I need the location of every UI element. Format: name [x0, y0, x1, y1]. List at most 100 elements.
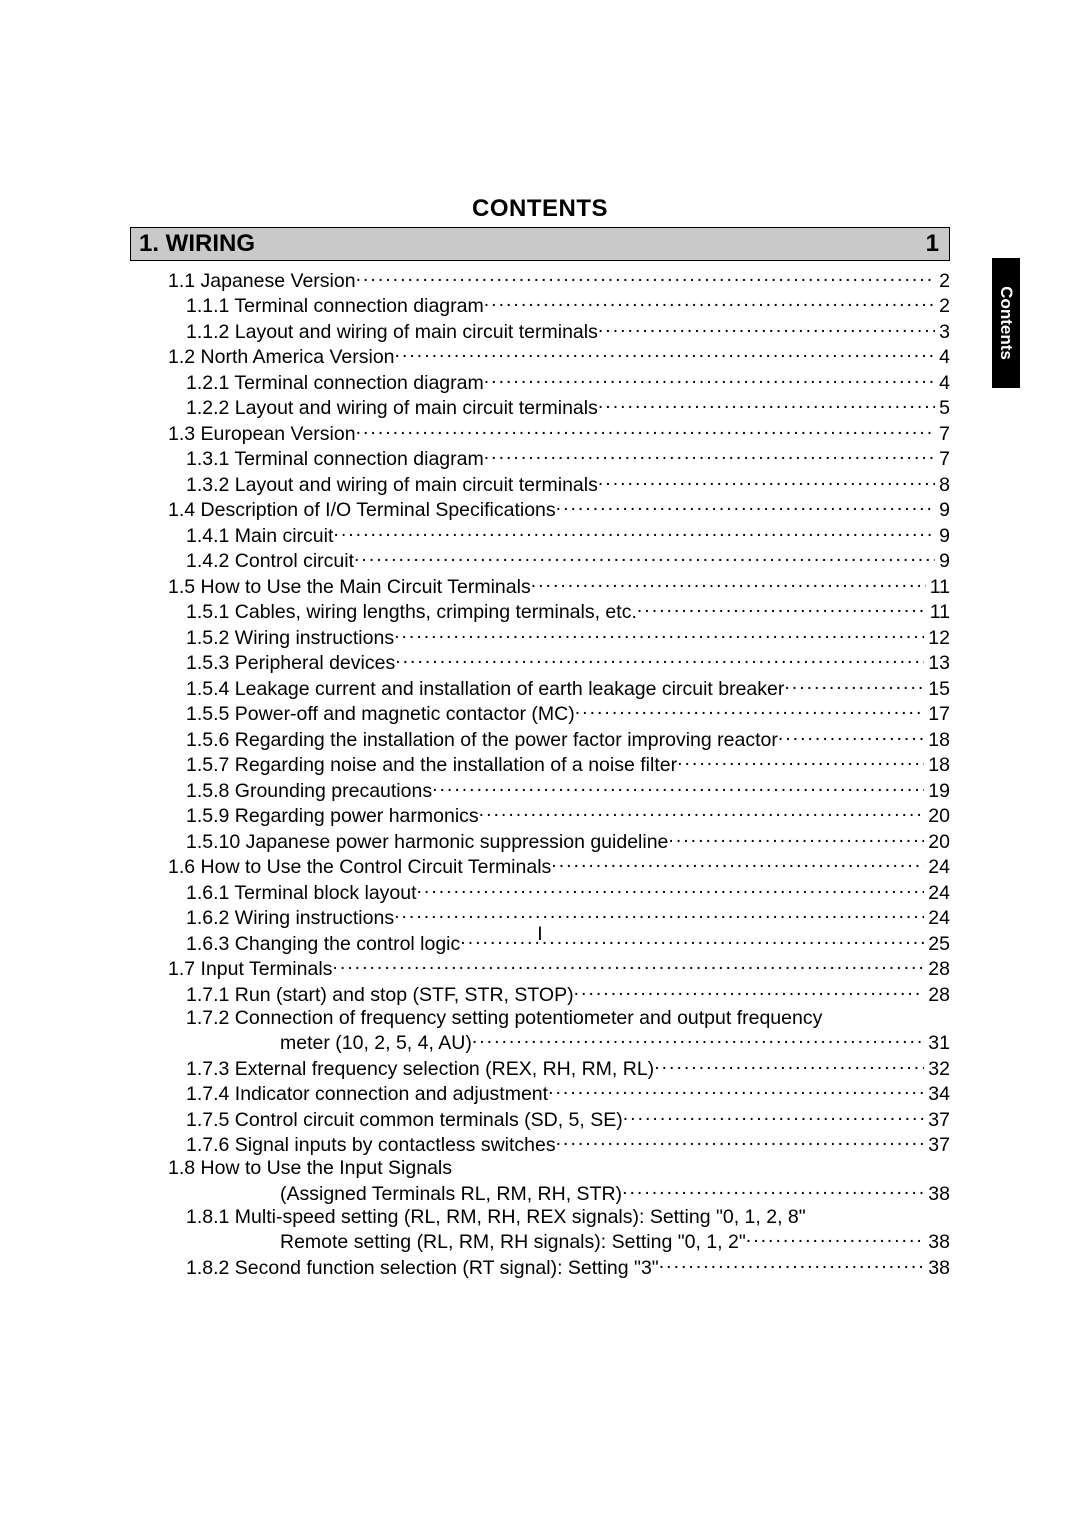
toc-leader	[333, 522, 935, 542]
toc-leader	[394, 624, 924, 644]
toc-entry: 1.1.1 Terminal connection diagram 2	[130, 293, 950, 319]
toc-page: 19	[924, 780, 950, 803]
toc-label: 1.5.9 Regarding power harmonics	[186, 805, 479, 828]
toc-entry: 1.7.1 Run (start) and stop (STF, STR, ST…	[130, 981, 950, 1007]
toc-label: 1.3.1 Terminal connection diagram	[186, 448, 484, 471]
toc-label: 1.3.2 Layout and wiring of main circuit …	[186, 474, 598, 497]
contents-heading: CONTENTS	[0, 195, 1080, 223]
toc-label: 1.6.1 Terminal block layout	[186, 882, 417, 905]
toc-entry: 1.7.3 External frequency selection (REX,…	[130, 1055, 950, 1081]
toc-entry: 1.7 Input Terminals 28	[130, 956, 950, 982]
section-header-box: 1. WIRING 1	[130, 227, 950, 261]
page: CONTENTS 1. WIRING 1 1.1 Japanese Versio…	[0, 0, 1080, 1280]
toc-label: 1.5.8 Grounding precautions	[186, 780, 432, 803]
toc-leader	[668, 828, 924, 848]
toc-label: 1.5.7 Regarding noise and the installati…	[186, 754, 677, 777]
toc-entry: 1.5 How to Use the Main Circuit Terminal…	[130, 573, 950, 599]
toc-page: 4	[935, 372, 950, 395]
toc-leader	[484, 369, 935, 389]
toc-leader	[531, 573, 926, 593]
toc-page: 28	[924, 958, 950, 981]
toc-label: 1.7.5 Control circuit common terminals (…	[186, 1109, 623, 1132]
toc-leader	[484, 293, 935, 313]
toc-leader	[551, 854, 924, 874]
toc-page: 12	[924, 627, 950, 650]
toc-label: 1.6 How to Use the Control Circuit Termi…	[168, 856, 551, 879]
page-number: I	[0, 923, 1080, 946]
toc-label: 1.2.1 Terminal connection diagram	[186, 372, 484, 395]
toc-leader	[354, 548, 935, 568]
toc-label: 1.1.1 Terminal connection diagram	[186, 295, 484, 318]
toc-page: 13	[924, 652, 950, 675]
toc-page: 11	[926, 601, 950, 624]
toc-leader	[637, 599, 926, 619]
toc-page: 32	[924, 1058, 950, 1081]
toc-entry: 1.5.8 Grounding precautions 19	[130, 777, 950, 803]
toc-label: 1.5.3 Peripheral devices	[186, 652, 395, 675]
toc-page: 15	[924, 678, 950, 701]
toc-leader	[394, 905, 924, 925]
toc-leader	[417, 879, 925, 899]
toc-page: 24	[924, 856, 950, 879]
toc-leader	[575, 701, 925, 721]
toc-page: 5	[935, 397, 950, 420]
toc-page: 9	[935, 499, 950, 522]
toc-entry: 1.3 European Version7	[130, 420, 950, 446]
toc-page: 8	[935, 474, 950, 497]
toc-label: 1.7.1 Run (start) and stop (STF, STR, ST…	[186, 984, 574, 1007]
toc-leader	[778, 726, 924, 746]
toc-leader	[623, 1106, 925, 1126]
toc-page: 9	[935, 550, 950, 573]
toc-page: 28	[924, 984, 950, 1007]
toc-leader	[548, 1081, 924, 1101]
toc-page: 18	[924, 754, 950, 777]
toc-entry: 1.6 How to Use the Control Circuit Termi…	[130, 854, 950, 880]
toc-entry: 1.8 How to Use the Input Signals	[130, 1157, 950, 1180]
toc-leader	[356, 420, 936, 440]
toc-entry: 1.4 Description of I/O Terminal Specific…	[130, 497, 950, 523]
toc-label: 1.5.6 Regarding the installation of the …	[186, 729, 778, 752]
toc-entry: 1.7.5 Control circuit common terminals (…	[130, 1106, 950, 1132]
toc-label: 1.2.2 Layout and wiring of main circuit …	[186, 397, 598, 420]
toc-entry: 1.5.6 Regarding the installation of the …	[130, 726, 950, 752]
toc-entry: 1.8.2 Second function selection (RT sign…	[130, 1254, 950, 1280]
toc-label: 1.1 Japanese Version	[168, 270, 356, 293]
toc-entry: 1.8.1 Multi-speed setting (RL, RM, RH, R…	[130, 1206, 950, 1229]
toc-label: 1.4.1 Main circuit	[186, 525, 333, 548]
toc-page: 20	[924, 805, 950, 828]
toc-entry-cont: (Assigned Terminals RL, RM, RH, STR)38	[130, 1180, 950, 1206]
toc-page: 18	[924, 729, 950, 752]
toc-page: 17	[924, 703, 950, 726]
toc-leader	[784, 675, 924, 695]
toc-entry: 1.5.5 Power-off and magnetic contactor (…	[130, 701, 950, 727]
toc-leader	[598, 471, 935, 491]
toc-entry: 1.3.1 Terminal connection diagram 7	[130, 446, 950, 472]
toc-entry: 1.4.2 Control circuit 9	[130, 548, 950, 574]
toc-entry: 1.4.1 Main circuit 9	[130, 522, 950, 548]
toc-entry: 1.3.2 Layout and wiring of main circuit …	[130, 471, 950, 497]
toc-entry: 1.7.6 Signal inputs by contactless switc…	[130, 1132, 950, 1158]
toc-page: 3	[935, 321, 950, 344]
section-title: 1. WIRING	[139, 230, 255, 258]
toc-label: 1.7 Input Terminals	[168, 958, 332, 981]
side-tab-label: Contents	[996, 286, 1016, 360]
toc-entry-cont: Remote setting (RL, RM, RH signals): Set…	[130, 1229, 950, 1255]
toc-entry: 1.2.2 Layout and wiring of main circuit …	[130, 395, 950, 421]
toc-entry: 1.5.3 Peripheral devices 13	[130, 650, 950, 676]
toc-label: 1.5.4 Leakage current and installation o…	[186, 678, 784, 701]
toc-label: 1.5.5 Power-off and magnetic contactor (…	[186, 703, 575, 726]
toc-page: 24	[924, 882, 950, 905]
toc-entry: 1.5.9 Regarding power harmonics 20	[130, 803, 950, 829]
toc-page: 37	[924, 1134, 950, 1157]
toc-label: 1.7.4 Indicator connection and adjustmen…	[186, 1083, 548, 1106]
toc-label: 1.4 Description of I/O Terminal Specific…	[168, 499, 556, 522]
toc-label: 1.5.10 Japanese power harmonic suppressi…	[186, 831, 668, 854]
toc-page: 37	[924, 1109, 950, 1132]
toc-entry-cont: meter (10, 2, 5, 4, AU) 31	[130, 1030, 950, 1056]
toc-entry: 1.5.7 Regarding noise and the installati…	[130, 752, 950, 778]
toc-entry: 1.7.4 Indicator connection and adjustmen…	[130, 1081, 950, 1107]
toc-label: 1.4.2 Control circuit	[186, 550, 354, 573]
toc-label: 1.5 How to Use the Main Circuit Terminal…	[168, 576, 531, 599]
toc-leader	[395, 344, 936, 364]
toc-leader	[598, 318, 935, 338]
